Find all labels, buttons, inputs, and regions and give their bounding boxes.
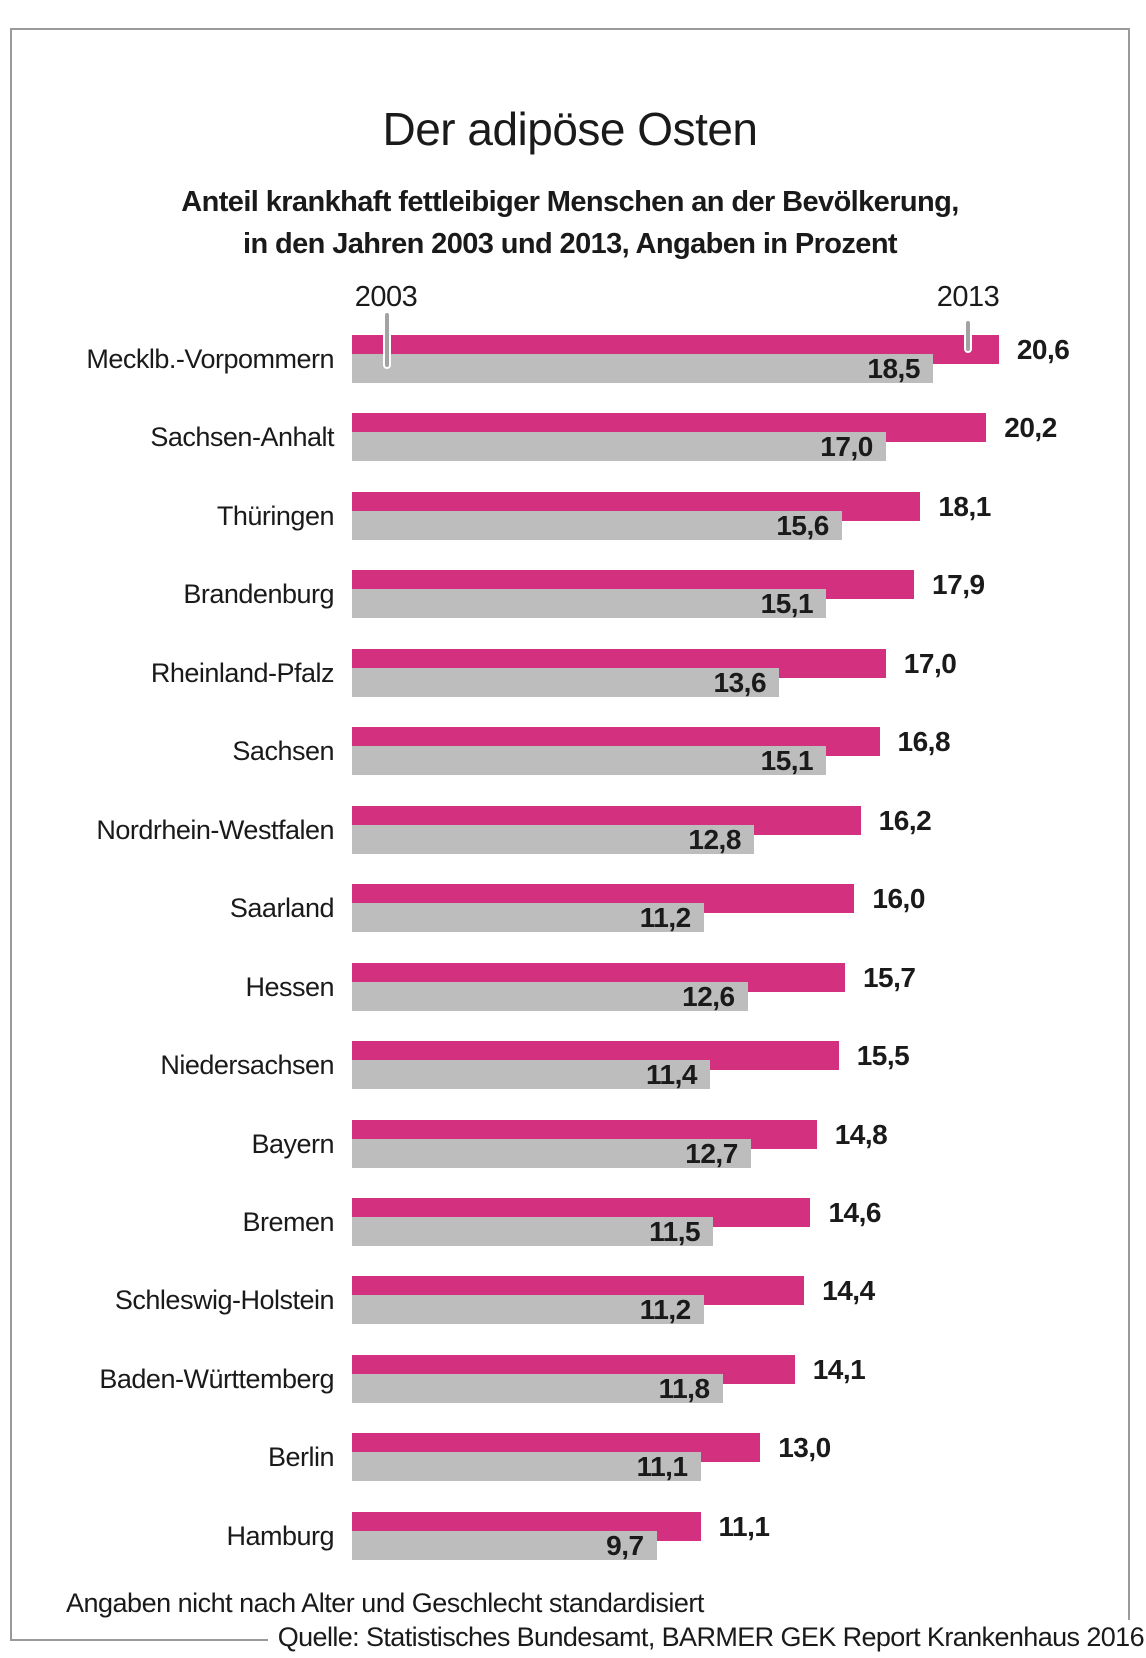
state-label: Sachsen-Anhalt [150,422,334,453]
value-2003-label: 13,6 [713,666,767,698]
chart-row: Sachsen 15,1 16,8 [0,708,1146,787]
chart-row: Saarland 11,2 16,0 [0,865,1146,944]
chart-subtitle-line1: Anteil krankhaft fettleibiger Menschen a… [181,186,959,218]
value-2013-label: 15,7 [862,961,916,993]
state-label: Hamburg [226,1520,334,1551]
chart-row: Sachsen-Anhalt 17,0 20,2 [0,394,1146,473]
value-2003-label: 12,7 [685,1137,738,1169]
chart-row: Bremen 11,5 14,6 [0,1179,1146,1258]
bar-2003: 13,6 [352,666,780,698]
state-label: Thüringen [216,500,335,531]
value-2013-label: 16,2 [878,804,932,836]
bar-2003: 11,2 [352,902,704,934]
value-2003-label: 9,7 [606,1529,644,1561]
value-2003-label: 12,6 [682,980,735,1012]
bar-2003: 15,1 [352,745,827,777]
state-label: Nordrhein-Westfalen [96,814,334,845]
value-2013-label: 17,0 [903,647,957,679]
state-label: Berlin [267,1442,335,1473]
value-2013-label: 18,1 [938,490,991,522]
state-label: Bremen [242,1206,334,1237]
state-label: Bayern [251,1128,334,1159]
chart-row: Brandenburg 15,1 17,9 [0,551,1146,630]
legend-pin-2003-icon [383,311,391,369]
value-2013-label: 13,0 [778,1432,831,1464]
value-2003-label: 11,4 [646,1059,697,1091]
bar-2003: 11,5 [352,1215,714,1247]
state-label: Schleswig-Holstein [114,1285,335,1316]
chart-footnote: Angaben nicht nach Alter und Geschlecht … [66,1588,704,1618]
value-2003-label: 11,8 [658,1372,710,1404]
chart-row: Mecklb.-Vorpommern 18,5 20,6 [0,316,1146,395]
value-2013-label: 11,1 [718,1510,770,1542]
value-2013-label: 14,6 [828,1196,881,1228]
value-2013-label: 14,1 [812,1353,866,1385]
value-2013-label: 17,9 [932,569,985,601]
value-2013-label: 16,8 [897,726,951,758]
bar-2003: 12,7 [352,1137,751,1169]
value-2003-label: 11,2 [639,902,691,934]
value-2003-label: 18,5 [867,353,920,384]
value-2003-label: 15,1 [760,745,814,777]
value-2003-label: 11,2 [639,1294,691,1326]
state-label: Niedersachsen [160,1050,334,1081]
bar-2003: 11,2 [352,1294,704,1326]
value-2003-label: 15,1 [760,588,814,620]
bar-2003: 11,8 [352,1372,723,1404]
state-label: Sachsen [232,736,334,767]
state-label: Mecklb.-Vorpommern [86,344,334,374]
value-2013-label: 20,2 [1004,412,1057,444]
value-2003-label: 11,1 [636,1451,688,1483]
bar-2003: 9,7 [352,1529,657,1561]
state-label: Saarland [229,893,335,924]
chart-source: Quelle: Statistisches Bundesamt, BARMER … [267,1620,1146,1657]
bar-2003: 12,6 [352,980,748,1012]
legend-year-2003: 2003 [354,281,418,313]
legend-pin-2013-icon [964,319,972,353]
bar-2003: 17,0 [352,431,886,463]
legend-year-2013: 2013 [936,281,1000,313]
chart-row: Baden-Württemberg 11,8 14,1 [0,1336,1146,1415]
chart-subtitle: Anteil krankhaft fettleibiger Menschen a… [0,181,1140,265]
chart-row: Nordrhein-Westfalen 12,8 16,2 [0,787,1146,866]
chart-subtitle-line2: in den Jahren 2003 und 2013, Angaben in … [242,228,898,260]
chart-row: Hessen 12,6 15,7 [0,944,1146,1023]
bar-2003: 11,1 [352,1451,701,1483]
bar-2003: 12,8 [352,823,754,855]
chart-row: Berlin 11,1 13,0 [0,1414,1146,1493]
chart-row: Schleswig-Holstein 11,2 14,4 [0,1257,1146,1336]
bar-2003: 18,5 [352,354,933,383]
chart-row: Bayern 12,7 14,8 [0,1101,1146,1180]
chart-row: Thüringen 15,6 18,1 [0,473,1146,552]
value-2003-label: 11,5 [649,1215,701,1247]
value-2013-label: 16,0 [872,883,925,915]
value-2003-label: 17,0 [820,431,873,463]
state-label: Brandenburg [183,579,334,610]
state-label: Baden-Württemberg [99,1363,334,1394]
value-2003-label: 12,8 [688,823,741,855]
value-2003-label: 15,6 [776,509,829,541]
chart-row: Hamburg 9,7 11,1 [0,1493,1146,1572]
chart-title: Der adipöse Osten [382,103,758,155]
state-label: Rheinland-Pfalz [150,657,335,688]
chart-row: Niedersachsen 11,4 15,5 [0,1022,1146,1101]
value-2013-label: 15,5 [856,1040,910,1072]
value-2013-label: 20,6 [1016,334,1070,365]
bar-2003: 15,1 [352,588,827,620]
chart-row: Rheinland-Pfalz 13,6 17,0 [0,630,1146,709]
value-2013-label: 14,8 [834,1118,888,1150]
bar-2003: 15,6 [352,509,842,541]
state-label: Hessen [245,971,334,1002]
bar-2003: 11,4 [352,1059,710,1091]
value-2013-label: 14,4 [822,1275,875,1307]
